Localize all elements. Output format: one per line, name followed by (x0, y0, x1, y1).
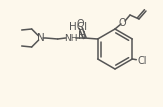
Text: H: H (78, 31, 86, 41)
Text: HCl: HCl (69, 22, 87, 32)
Text: Cl: Cl (138, 56, 147, 65)
Text: NH: NH (64, 33, 77, 42)
Text: O: O (77, 19, 84, 29)
Text: O: O (118, 18, 126, 28)
Text: N: N (37, 33, 44, 43)
